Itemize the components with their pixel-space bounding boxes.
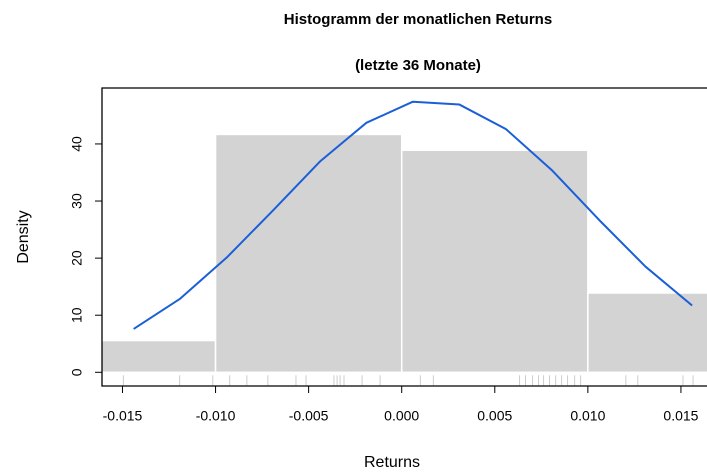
bar xyxy=(214,133,403,374)
plot-frame xyxy=(101,87,707,387)
y-tick-label: 10 xyxy=(69,307,85,323)
y-tick-label: 40 xyxy=(69,136,85,152)
x-tick-label: 0.015 xyxy=(663,408,698,424)
x-tick-label: -0.015 xyxy=(103,408,143,424)
plot-area xyxy=(102,100,707,386)
bar xyxy=(102,339,217,374)
chart-subtitle: (letzte 36 Monate) xyxy=(355,57,481,74)
x-axis-label: Returns xyxy=(364,454,420,471)
y-axis-label: Density xyxy=(15,210,32,263)
density-curve xyxy=(133,100,693,330)
bar xyxy=(400,149,589,374)
x-tick-label: -0.005 xyxy=(289,408,329,424)
chart-title: Histogramm der monatlichen Returns xyxy=(284,11,552,28)
bar xyxy=(587,292,707,374)
x-tick-label: 0.010 xyxy=(570,408,605,424)
y-tick-label: 0 xyxy=(69,368,85,376)
x-tick-label: 0.000 xyxy=(384,408,419,424)
y-tick-label: 30 xyxy=(69,193,85,209)
axes: -0.015 -0.010 -0.005 0.000 0.005 0.010 0.015 0 1… xyxy=(69,87,707,424)
x-tick-label: 0.005 xyxy=(477,408,512,424)
x-tick-label: -0.010 xyxy=(196,408,236,424)
y-tick-label: 20 xyxy=(69,250,85,266)
